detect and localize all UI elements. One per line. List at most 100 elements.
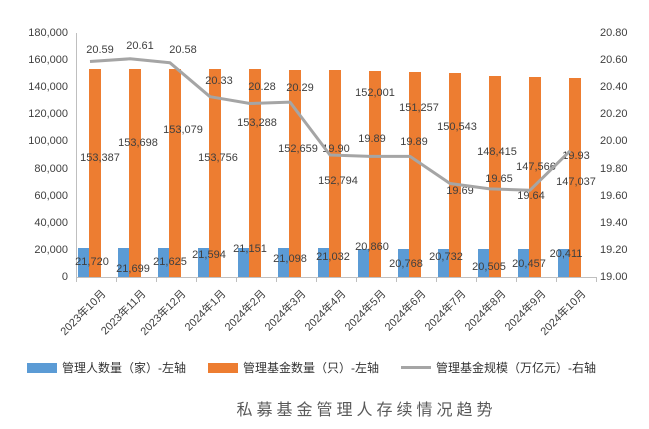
data-label-managers: 21,625 <box>153 256 187 268</box>
bar-managers-count <box>398 248 409 277</box>
left-axis-tick-label: 0 <box>61 271 68 283</box>
data-label-managers: 20,732 <box>429 251 463 263</box>
right-axis-tick-label: 19.80 <box>600 162 628 175</box>
category-tick-mark <box>276 277 277 282</box>
data-label-managers: 20,411 <box>549 248 583 260</box>
category-tick-mark <box>356 277 357 282</box>
left-axis-tick-label: 120,000 <box>28 108 68 121</box>
data-label-managers: 21,699 <box>116 263 150 275</box>
bar-funds-count <box>449 72 461 277</box>
bar-managers-count <box>198 247 209 277</box>
data-label-funds: 148,415 <box>477 146 517 158</box>
legend: 管理人数量（家）-左轴 管理基金数量（只）-左轴 管理基金规模（万亿元）-右轴 <box>27 359 596 376</box>
category-tick-mark <box>516 277 517 282</box>
bar-managers-count <box>118 247 129 277</box>
data-label-scale: 19.69 <box>446 185 474 197</box>
data-label-scale: 19.90 <box>322 143 350 155</box>
right-axis-tick-label: 19.20 <box>600 243 628 256</box>
data-label-funds: 150,543 <box>437 121 477 133</box>
right-axis-tick-label: 20.80 <box>600 27 628 39</box>
left-axis-tick-label: 20,000 <box>34 243 68 256</box>
left-axis-line <box>76 33 77 277</box>
category-tick-mark <box>316 277 317 282</box>
bar-managers-count <box>478 249 489 277</box>
data-label-managers: 21,098 <box>273 253 307 265</box>
data-label-funds: 153,698 <box>118 137 158 149</box>
data-label-scale: 19.89 <box>400 136 428 148</box>
data-label-managers: 21,594 <box>192 249 226 261</box>
data-label-funds: 152,659 <box>278 143 318 155</box>
data-label-funds: 153,288 <box>237 117 277 129</box>
right-axis-tick-label: 20.20 <box>600 108 628 121</box>
legend-item-scale: 管理基金规模（万亿元）-右轴 <box>401 359 596 376</box>
data-label-funds: 153,756 <box>198 152 238 164</box>
data-label-managers: 20,860 <box>355 241 389 253</box>
data-label-managers: 20,457 <box>512 258 546 270</box>
legend-item-funds: 管理基金数量（只）-左轴 <box>208 359 379 376</box>
bar-funds-count <box>209 68 221 277</box>
category-tick-mark <box>396 277 397 282</box>
category-tick-mark <box>196 277 197 282</box>
legend-label: 管理人数量（家）-左轴 <box>62 361 186 375</box>
data-label-managers: 21,720 <box>75 256 109 268</box>
data-label-funds: 151,257 <box>399 102 439 114</box>
bar-funds-count <box>89 69 101 277</box>
right-axis-tick-label: 20.40 <box>600 81 628 94</box>
legend-label: 管理基金规模（万亿元）-右轴 <box>436 361 596 375</box>
left-axis-tick-label: 140,000 <box>28 81 68 94</box>
data-label-scale: 19.64 <box>517 190 545 202</box>
left-axis-tick-label: 160,000 <box>28 54 68 67</box>
data-label-scale: 19.89 <box>358 133 386 145</box>
right-axis-tick-label: 19.00 <box>600 271 628 283</box>
category-tick-mark <box>156 277 157 282</box>
chart-title: 私募基金管理人存续情况趋势 <box>236 400 497 419</box>
category-tick-mark <box>236 277 237 282</box>
category-tick-mark <box>556 277 557 282</box>
data-label-funds: 147,037 <box>556 176 596 188</box>
data-label-managers: 21,151 <box>233 243 267 255</box>
left-axis-tick-label: 80,000 <box>34 162 68 175</box>
category-tick-mark <box>476 277 477 282</box>
right-axis-tick-label: 20.00 <box>600 135 628 148</box>
data-label-funds: 153,079 <box>163 124 203 136</box>
category-tick-mark <box>596 277 597 282</box>
bar-funds-count <box>329 69 341 277</box>
bar-managers-count <box>518 249 529 277</box>
data-label-scale: 20.28 <box>248 81 276 93</box>
legend-bar-swatch <box>208 362 238 373</box>
data-label-funds: 153,387 <box>80 152 120 164</box>
legend-line-swatch <box>401 366 431 369</box>
data-label-scale: 20.29 <box>286 82 314 94</box>
bar-managers-count <box>238 248 249 277</box>
data-label-funds: 152,794 <box>318 175 358 187</box>
category-tick-mark <box>436 277 437 282</box>
bar-managers-count <box>78 247 89 277</box>
left-axis-tick-label: 40,000 <box>34 216 68 229</box>
bar-managers-count <box>558 249 569 277</box>
data-label-managers: 20,505 <box>472 261 506 273</box>
data-label-scale: 19.65 <box>485 173 513 185</box>
data-label-managers: 21,032 <box>316 251 350 263</box>
data-label-scale: 20.61 <box>126 40 154 52</box>
bar-managers-count <box>318 248 329 277</box>
right-axis-tick-label: 19.60 <box>600 189 628 202</box>
bar-funds-count <box>129 68 141 277</box>
legend-item-managers: 管理人数量（家）-左轴 <box>27 359 186 376</box>
bar-managers-count <box>358 248 369 277</box>
left-axis-tick-label: 60,000 <box>34 189 68 202</box>
bar-managers-count <box>158 247 169 277</box>
bar-funds-count <box>569 77 581 277</box>
data-label-scale: 20.33 <box>205 75 233 87</box>
category-tick-mark <box>76 277 77 282</box>
bar-funds-count <box>529 76 541 277</box>
data-label-funds: 152,001 <box>355 87 395 99</box>
bar-managers-count <box>278 248 289 277</box>
data-label-managers: 20,768 <box>389 258 423 270</box>
data-label-scale: 19.93 <box>562 150 590 162</box>
data-label-funds: 147,566 <box>516 161 556 173</box>
left-axis-tick-label: 100,000 <box>28 135 68 148</box>
bar-funds-count <box>289 70 301 277</box>
bar-funds-count <box>169 69 181 277</box>
right-axis-tick-label: 19.40 <box>600 216 628 229</box>
bar-managers-count <box>438 248 449 277</box>
